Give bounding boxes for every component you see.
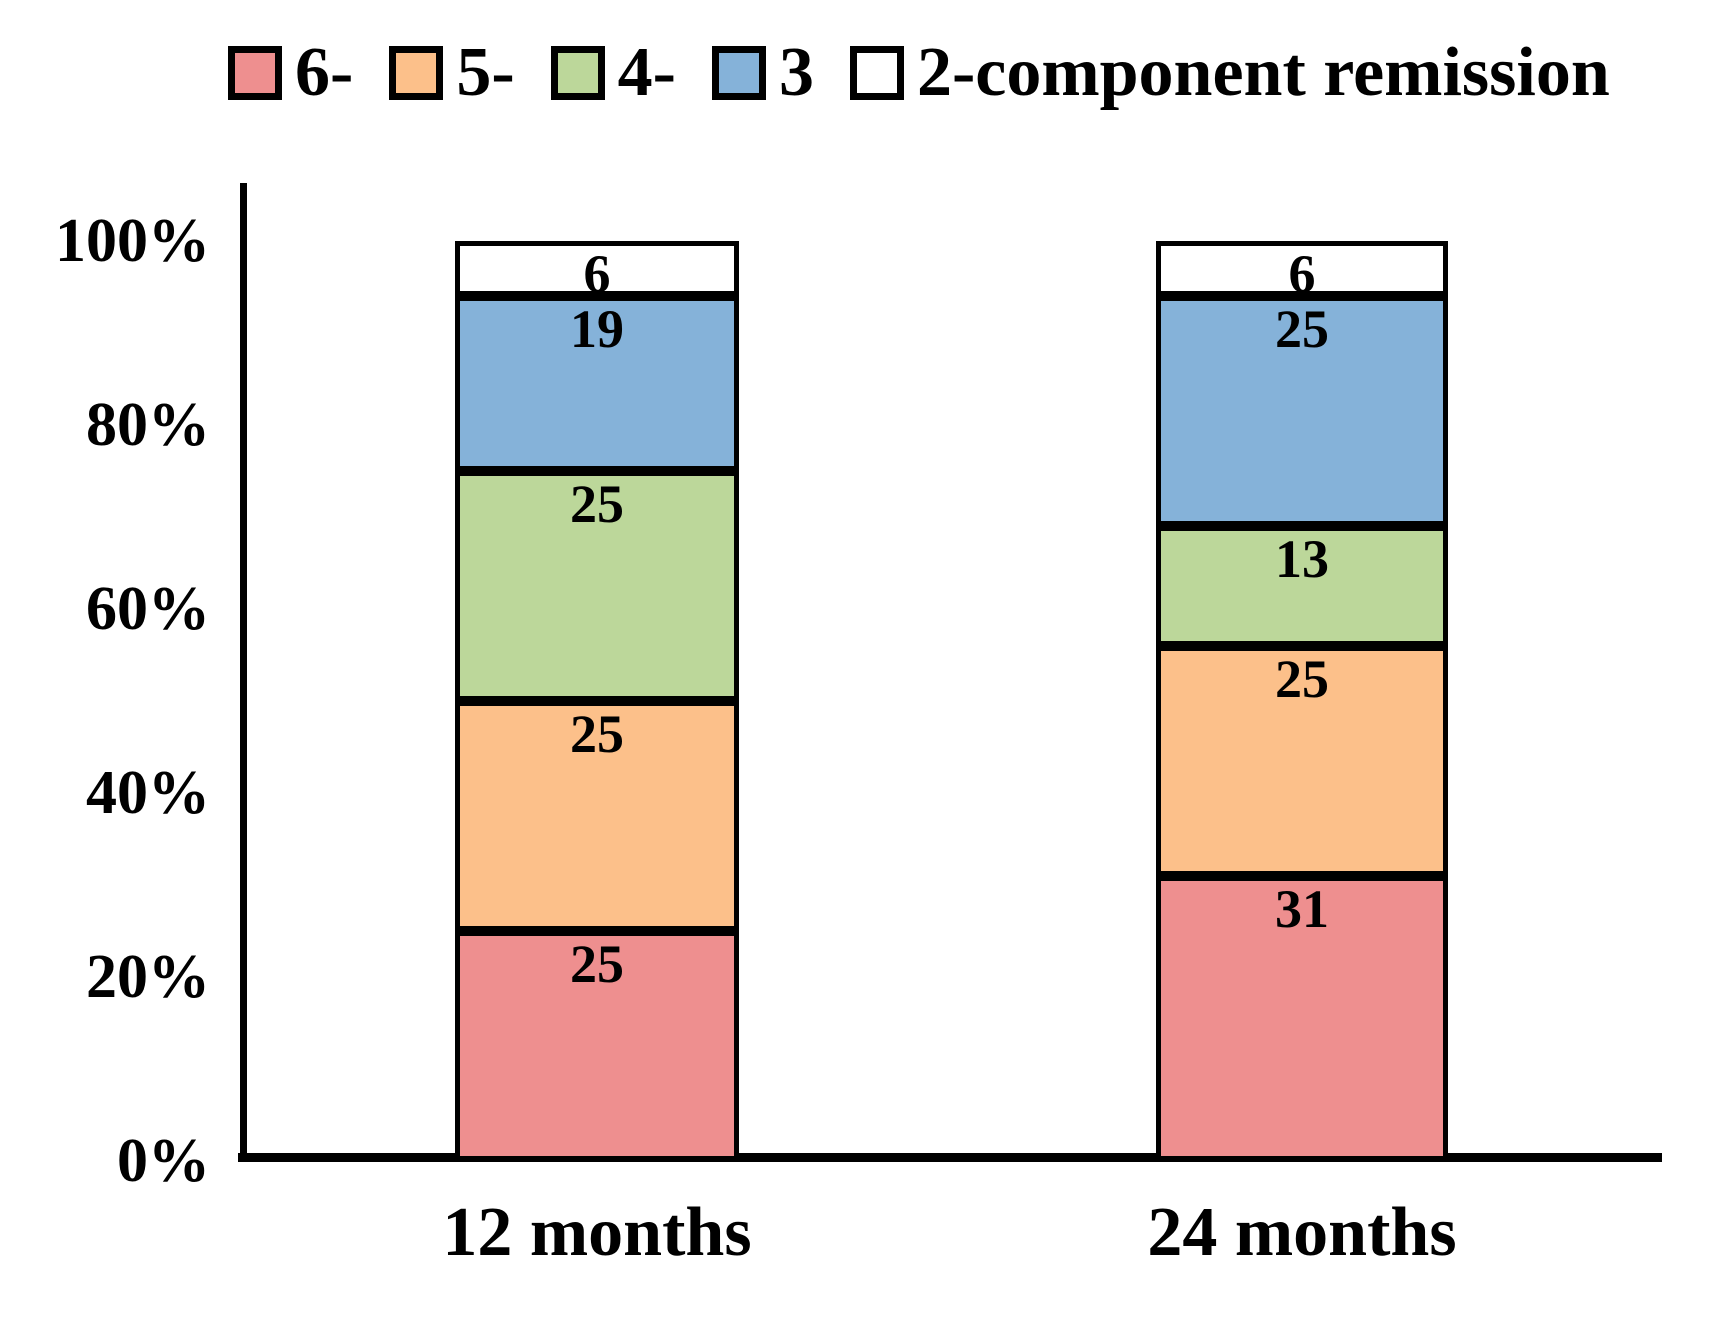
legend-label: 4- (617, 34, 676, 111)
segment-value-label: 25 (570, 473, 624, 534)
x-axis-line (238, 1153, 1662, 1162)
segment-value-label: 25 (1275, 299, 1329, 360)
y-axis-line (240, 183, 247, 1162)
legend-item-2-component-remission: 2-component remission (849, 34, 1610, 111)
legend-label: 5- (456, 34, 515, 111)
chart-legend: 6- 5- 4- 3 2-component remission (228, 38, 1610, 108)
segment-value-label: 19 (570, 299, 624, 360)
y-tick-20: 20% (86, 943, 210, 1011)
legend-label: 3 (778, 34, 814, 111)
legend-item-3: 3 (711, 34, 814, 111)
segment-value-label: 25 (570, 703, 624, 764)
segment-24-months-3: 25 (1156, 296, 1448, 527)
y-tick-80: 80% (86, 391, 210, 459)
legend-swatch-6 (228, 46, 282, 100)
y-tick-0: 0% (117, 1127, 210, 1195)
segment-value-label: 6 (583, 244, 611, 304)
category-label-24-months: 24 months (1147, 1194, 1457, 1271)
bar-24-months: 6 25 13 25 31 (1156, 241, 1448, 1161)
legend-label: 2-component remission (916, 34, 1610, 111)
y-tick-40: 40% (86, 759, 210, 827)
legend-item-4: 4- (550, 34, 676, 111)
segment-12-months-5: 25 (455, 700, 739, 931)
category-label-12-months: 12 months (442, 1194, 752, 1271)
segment-12-months-2-component-remission: 6 (455, 241, 739, 301)
segment-value-label: 31 (1275, 878, 1329, 939)
segment-value-label: 25 (1275, 648, 1329, 709)
legend-swatch-5 (389, 46, 444, 100)
legend-swatch-4 (550, 46, 605, 100)
legend-label: 6- (295, 34, 354, 111)
y-tick-100: 100% (55, 207, 210, 275)
segment-24-months-4: 13 (1156, 526, 1448, 646)
legend-swatch-3 (711, 46, 766, 100)
segment-12-months-4: 25 (455, 470, 739, 701)
y-tick-60: 60% (86, 575, 210, 643)
segment-value-label: 13 (1275, 529, 1329, 590)
legend-swatch-2-component-remission (849, 46, 904, 100)
bar-12-months: 6 19 25 25 25 (455, 241, 739, 1161)
segment-12-months-6: 25 (455, 930, 739, 1161)
legend-item-6: 6- (228, 38, 353, 108)
segment-value-label: 25 (570, 933, 624, 994)
segment-24-months-2-component-remission: 6 (1156, 241, 1448, 301)
segment-24-months-5: 25 (1156, 645, 1448, 876)
legend-item-5: 5- (389, 34, 515, 111)
segment-value-label: 6 (1288, 244, 1316, 304)
segment-24-months-6: 31 (1156, 875, 1448, 1161)
segment-12-months-3: 19 (455, 296, 739, 471)
